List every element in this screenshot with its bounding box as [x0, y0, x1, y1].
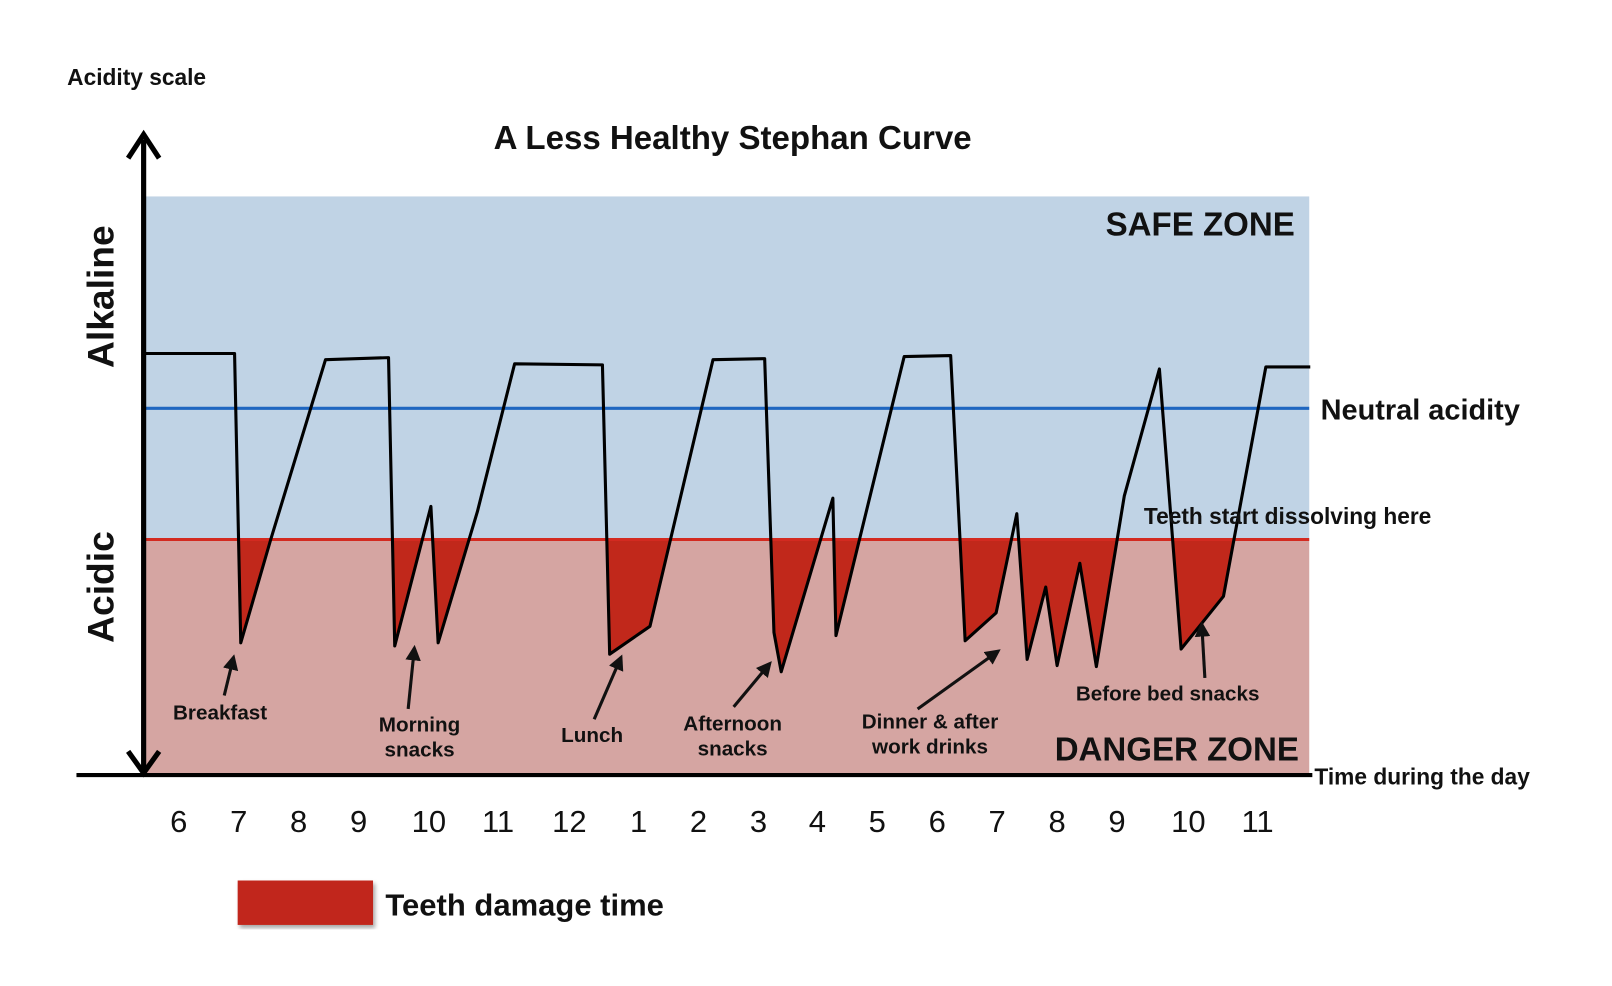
title: A Less Healthy Stephan Curve — [494, 120, 972, 157]
alkaline-label: Alkaline — [80, 225, 122, 368]
legend-label: Teeth damage time — [385, 888, 664, 923]
annotation: Morning — [379, 714, 460, 737]
hour-label: 7 — [230, 804, 247, 839]
damage-area — [144, 539, 1311, 672]
annotation: Before bed snacks — [1076, 683, 1260, 706]
hour-label: 7 — [989, 804, 1006, 839]
hour-label: 10 — [412, 804, 446, 839]
annotation: Breakfast — [173, 701, 267, 724]
hour-label: 5 — [869, 804, 886, 839]
hour-label: 6 — [170, 804, 187, 839]
legend-swatch — [237, 880, 374, 925]
safe-zone-label: SAFE ZONE — [1106, 207, 1295, 244]
hour-label: 1 — [630, 804, 647, 839]
hour-label: 3 — [750, 804, 767, 839]
y-arrow-up — [125, 129, 162, 160]
annotation: snacks — [385, 739, 455, 762]
hour-label: 12 — [552, 804, 586, 839]
acidic-label: Acidic — [80, 531, 122, 643]
annotation: Lunch — [561, 724, 623, 747]
hour-label: 8 — [290, 804, 307, 839]
x-axis-label: Time during the day — [1314, 763, 1530, 789]
acidity-curve — [144, 351, 1311, 674]
hour-label: 9 — [1108, 804, 1125, 839]
annotation: snacks — [698, 737, 768, 760]
hour-label: 8 — [1048, 804, 1065, 839]
annotation: work drinks — [871, 735, 988, 758]
y-axis-label: Acidity scale — [67, 64, 206, 90]
hour-label: 11 — [482, 804, 514, 839]
hour-label: 2 — [690, 804, 707, 839]
annotation: Afternoon — [683, 713, 782, 736]
safe-zone-area — [144, 196, 1310, 540]
annotation: Dinner & after — [862, 711, 999, 734]
hour-label: 11 — [1241, 804, 1273, 839]
hour-label: 4 — [809, 804, 826, 839]
danger-zone-label: DANGER ZONE — [1055, 732, 1299, 769]
dissolve-label: Teeth start dissolving here — [1144, 503, 1431, 529]
hour-label: 9 — [350, 804, 367, 839]
hour-label: 6 — [929, 804, 946, 839]
danger-zone-area — [144, 539, 1310, 776]
annotation-arrows — [222, 621, 1211, 720]
neutral-label: Neutral acidity — [1321, 395, 1520, 427]
hour-label: 10 — [1171, 804, 1205, 839]
